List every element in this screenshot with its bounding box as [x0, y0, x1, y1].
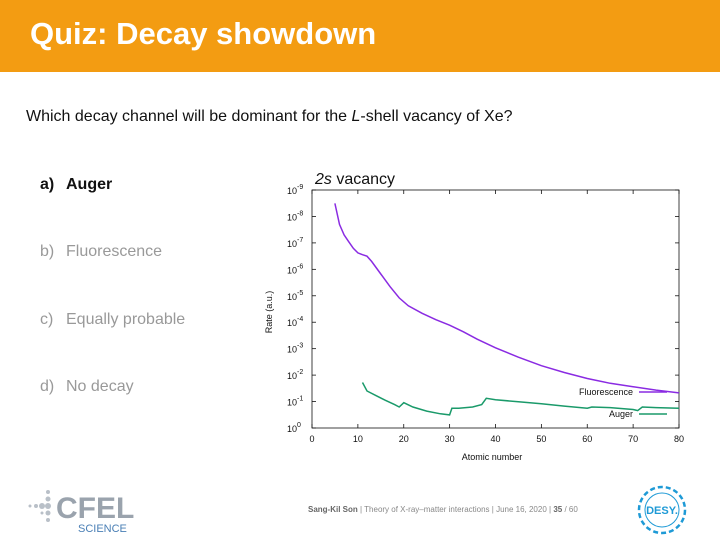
- header-bar: Quiz: Decay showdown: [0, 0, 720, 72]
- option-letter: c): [40, 311, 54, 328]
- chart-legend: Fluorescence Auger: [579, 387, 667, 419]
- y-tick-label: 10-2: [287, 369, 303, 381]
- y-tick-label: 100: [287, 422, 301, 434]
- x-tick-label: 70: [628, 434, 638, 444]
- footer-total: / 60: [562, 505, 578, 514]
- x-axis-label: Atomic number: [462, 452, 523, 462]
- footer-info: | Theory of X-ray–matter interactions | …: [357, 505, 554, 514]
- cfel-subtitle: SCIENCE: [78, 523, 127, 534]
- x-tick-label: 0: [309, 434, 314, 444]
- desy-logo: DESY.: [637, 485, 687, 535]
- chart-axes: 0 10 20 30 40 50 60 70 80 100 10-1 10-2 10-3 10-4 10-5…: [287, 184, 684, 444]
- question-text: Which decay channel will be dominant for…: [26, 108, 513, 125]
- y-tick-label: 10-9: [287, 184, 303, 196]
- y-tick-label: 10-6: [287, 263, 303, 275]
- x-tick-label: 10: [353, 434, 363, 444]
- legend-label: Fluorescence: [579, 387, 633, 397]
- desy-ring-icon: [637, 485, 687, 535]
- chart-title: 2s vacancy: [314, 171, 395, 188]
- option-label: No decay: [66, 378, 134, 395]
- y-tick-label: 10-4: [287, 316, 303, 328]
- decay-rate-chart: 2s vacancy 0 10 20 30 40 50 60 70 80 100 10-1 10-2 1…: [264, 171, 684, 462]
- y-tick-label: 10-8: [287, 210, 303, 222]
- y-tick-label: 10-3: [287, 343, 303, 355]
- legend-label: Auger: [609, 409, 633, 419]
- footer-author: Sang-Kil Son: [308, 505, 358, 514]
- desy-wordmark: DESY.: [646, 505, 678, 517]
- page-title: Quiz: Decay showdown: [30, 16, 377, 51]
- y-tick-label: 10-1: [287, 396, 303, 408]
- option-a[interactable]: a) Auger: [40, 176, 112, 194]
- option-label: Equally probable: [66, 311, 186, 328]
- option-letter: d): [40, 378, 55, 395]
- option-label: Auger: [66, 176, 113, 193]
- option-b[interactable]: b) Fluorescence: [40, 243, 162, 261]
- option-letter: b): [40, 243, 55, 260]
- x-tick-label: 60: [582, 434, 592, 444]
- y-tick-label: 10-5: [287, 290, 303, 302]
- x-tick-label: 80: [674, 434, 684, 444]
- question-italic: L: [351, 108, 361, 125]
- cfel-wordmark: CFEL: [56, 492, 134, 525]
- series-line-fluorescence: [334, 203, 680, 394]
- option-c[interactable]: c) Equally probable: [40, 311, 185, 329]
- cfel-dots-icon: [28, 490, 51, 522]
- footer-page: 35: [553, 505, 563, 514]
- option-label: Fluorescence: [66, 243, 163, 260]
- option-d[interactable]: d) No decay: [40, 378, 134, 396]
- x-tick-label: 50: [536, 434, 546, 444]
- x-tick-label: 30: [445, 434, 455, 444]
- cfel-logo: CFEL SCIENCE: [28, 490, 134, 534]
- y-tick-label: 10-7: [287, 237, 303, 249]
- x-tick-label: 20: [399, 434, 409, 444]
- series-line-auger: [361, 382, 680, 416]
- chart-plot-area: [334, 203, 680, 416]
- y-axis-label: Rate (a.u.): [264, 291, 274, 334]
- footer: Sang-Kil Son | Theory of X-ray–matter in…: [308, 505, 578, 514]
- x-tick-label: 40: [490, 434, 500, 444]
- option-letter: a): [40, 176, 55, 193]
